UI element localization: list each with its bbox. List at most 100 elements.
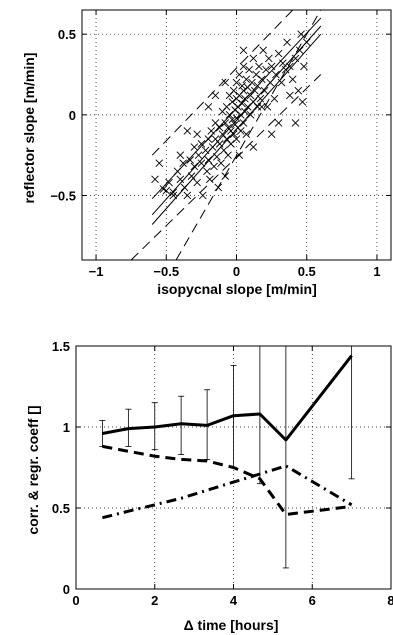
scatter-point — [239, 119, 248, 127]
scatter-point — [198, 191, 207, 200]
scatter-point — [274, 119, 283, 127]
scatter-point — [291, 54, 300, 63]
scatter-point — [183, 191, 192, 200]
scatter-point — [259, 46, 268, 55]
scatter-point — [165, 178, 173, 187]
scatter-point — [197, 140, 206, 148]
line-marks — [99, 346, 355, 569]
line-plot: 0 2 4 6 8 0 0.5 1 1.5 — [52, 339, 393, 608]
scatter-x-tick-label: 1 — [373, 264, 380, 279]
scatter-point — [204, 135, 213, 143]
scatter-x-tick-label: 0.5 — [298, 264, 316, 279]
scatter-point — [204, 156, 213, 164]
scatter-point — [187, 172, 196, 180]
line-x-tick-label: 4 — [230, 593, 238, 608]
scatter-point — [232, 78, 241, 87]
scatter-point — [221, 119, 230, 127]
scatter-y-tick-label: 0 — [69, 108, 76, 123]
regression-line-dashed — [151, 10, 294, 156]
line-x-tick-label: 2 — [151, 593, 158, 608]
scatter-point — [213, 152, 221, 161]
scatter-point — [210, 162, 218, 171]
scatter-point — [267, 130, 276, 139]
scatter-point — [234, 102, 242, 111]
scatter-y-tick-label: −0.5 — [50, 188, 76, 203]
scatter-point — [221, 78, 230, 87]
scatter-point — [250, 86, 259, 95]
scatter-point — [236, 127, 245, 135]
scatter-point — [238, 81, 246, 90]
scatter-x-tick-label: −0.5 — [153, 264, 179, 279]
scatter-point — [221, 172, 230, 180]
scatter-point — [228, 115, 237, 124]
scatter-point — [227, 140, 235, 148]
series-line-dashdot — [102, 464, 353, 520]
scatter-x-tick-label: −1 — [89, 264, 104, 279]
scatter-point — [262, 65, 270, 74]
scatter-point — [286, 62, 294, 71]
scatter-point — [242, 130, 251, 139]
scatter-point — [211, 91, 220, 100]
scatter-point — [253, 102, 262, 111]
scatter-point — [232, 114, 241, 122]
line-x-tick-label: 0 — [72, 593, 79, 608]
scatter-point — [193, 178, 201, 187]
scatter-point — [155, 159, 164, 168]
scatter-point — [295, 46, 304, 55]
scatter-point — [201, 146, 210, 155]
scatter-point — [204, 102, 213, 111]
line-y-axis-label: corr. & regr. coeff [] — [25, 405, 41, 534]
scatter-point — [274, 49, 283, 58]
scatter-point — [255, 62, 263, 71]
scatter-point — [236, 111, 245, 119]
scatter-x-tick-label: 0 — [233, 264, 240, 279]
scatter-point — [190, 143, 199, 151]
scatter-point — [253, 81, 262, 90]
scatter-point — [270, 94, 279, 103]
line-x-tick-label: 6 — [309, 593, 316, 608]
scatter-point — [203, 167, 211, 176]
scatter-point — [239, 46, 248, 55]
series-line-dashed — [102, 444, 352, 516]
scatter-point — [286, 91, 294, 100]
scatter-point — [245, 65, 253, 74]
scatter-point — [252, 70, 260, 79]
scatter-point — [264, 54, 273, 63]
scatter-point — [229, 86, 238, 95]
scatter-point — [263, 102, 272, 111]
scatter-point — [207, 127, 216, 135]
scatter-point — [224, 151, 232, 159]
scatter-point — [186, 156, 194, 164]
scatter-point — [214, 183, 223, 192]
scatter-plot: −1 −0.5 0 0.5 1 −0.5 0 0.5 — [50, 9, 392, 279]
scatter-point — [239, 62, 248, 71]
scatter-y-axis-label: reflector slope [m/min] — [21, 53, 37, 204]
regression-line-dashed — [130, 74, 322, 260]
scatter-point — [281, 65, 290, 74]
scatter-point — [215, 123, 224, 132]
scatter-plot-frame — [81, 9, 392, 261]
scatter-point — [260, 86, 269, 95]
scatter-point — [215, 140, 224, 148]
scatter-point — [242, 75, 251, 84]
line-x-tick-label: 8 — [387, 593, 393, 608]
scatter-point — [291, 119, 300, 127]
scatter-point — [302, 38, 311, 47]
line-y-tick-label: 1 — [63, 420, 70, 435]
scatter-point — [176, 151, 185, 159]
scatter-point — [266, 78, 275, 87]
scatter-point — [208, 143, 217, 151]
scatter-point — [183, 127, 192, 135]
scatter-point — [249, 54, 258, 63]
line-y-tick-label: 1.5 — [52, 339, 70, 354]
scatter-point — [241, 107, 249, 116]
scatter-point — [248, 78, 256, 87]
scatter-point — [176, 175, 185, 184]
scatter-point — [257, 75, 266, 84]
scatter-point — [246, 111, 255, 119]
scatter-point — [294, 86, 303, 95]
scatter-point — [272, 70, 280, 79]
scatter-point — [277, 78, 286, 87]
scatter-point — [241, 94, 249, 103]
